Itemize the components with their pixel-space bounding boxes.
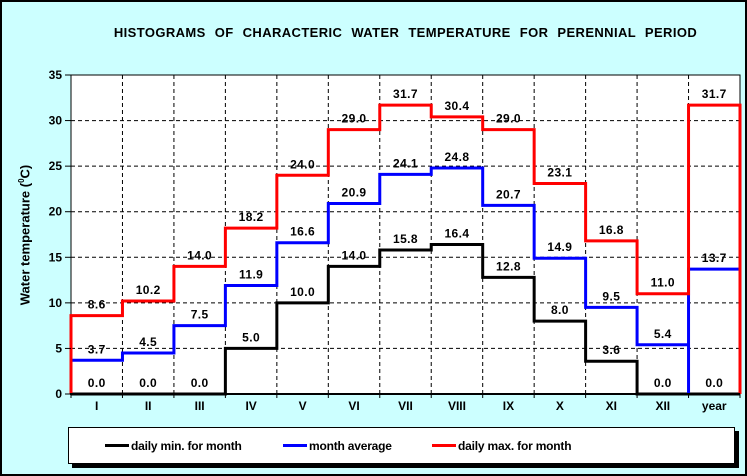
data-label-2-0: 8.6 xyxy=(88,298,106,312)
data-label-1-2: 7.5 xyxy=(191,308,209,322)
series-line-2 xyxy=(69,103,742,394)
legend-label-month-average: month average xyxy=(309,438,392,453)
legend-item-daily-max: daily max. for month xyxy=(432,428,572,463)
x-tick-label-IV: IV xyxy=(245,399,256,413)
data-label-1-0: 3.7 xyxy=(88,342,106,356)
legend-line-daily-min-icon xyxy=(105,444,129,447)
legend-line-daily-max-icon xyxy=(432,444,456,447)
data-label-0-2: 0.0 xyxy=(191,376,209,390)
data-label-0-10: 3.6 xyxy=(602,343,620,357)
legend-line-month-average-icon xyxy=(283,444,307,447)
data-label-1-8: 20.7 xyxy=(496,187,521,201)
data-label-1-5: 20.9 xyxy=(342,186,367,200)
x-tick-label-XI: XI xyxy=(606,399,617,413)
data-label-1-12: 13.7 xyxy=(702,251,727,265)
legend-label-daily-max: daily max. for month xyxy=(458,438,572,453)
data-label-0-3: 5.0 xyxy=(242,330,260,344)
x-tick-label-I: I xyxy=(95,399,98,413)
data-label-0-4: 10.0 xyxy=(290,285,315,299)
data-label-0-9: 8.0 xyxy=(551,303,569,317)
y-tick-label: 10 xyxy=(49,296,63,310)
y-tick-label: 30 xyxy=(49,114,63,128)
x-tick-label-XII: XII xyxy=(655,399,670,413)
x-tick-label-X: X xyxy=(556,399,564,413)
data-label-2-2: 14.0 xyxy=(187,248,212,262)
data-label-0-12: 0.0 xyxy=(705,376,723,390)
series-line-1 xyxy=(69,166,742,394)
x-tick-label-VIII: VIII xyxy=(448,399,466,413)
y-tick-label: 15 xyxy=(49,250,63,264)
data-label-0-8: 12.8 xyxy=(496,259,521,273)
y-tick-label: 5 xyxy=(55,341,62,355)
data-label-2-9: 23.1 xyxy=(547,165,572,179)
data-label-1-1: 4.5 xyxy=(139,335,157,349)
data-label-1-9: 14.9 xyxy=(547,240,572,254)
x-tick-label-year: year xyxy=(702,399,727,413)
data-label-1-4: 16.6 xyxy=(290,225,315,239)
data-label-0-11: 0.0 xyxy=(654,376,672,390)
data-label-1-11: 5.4 xyxy=(654,327,672,341)
legend-item-daily-min: daily min. for month xyxy=(105,428,242,463)
chart-title: HISTOGRAMS OF CHARACTERIC WATER TEMPERAT… xyxy=(113,25,698,40)
data-label-0-7: 16.4 xyxy=(444,227,469,241)
data-label-2-1: 10.2 xyxy=(136,283,161,297)
data-label-2-3: 18.2 xyxy=(239,210,264,224)
y-tick-label: 20 xyxy=(49,205,63,219)
data-label-2-6: 31.7 xyxy=(393,87,418,101)
data-label-0-6: 15.8 xyxy=(393,232,418,246)
data-label-2-8: 29.0 xyxy=(496,112,521,126)
data-label-2-11: 11.0 xyxy=(651,276,675,290)
legend-label-daily-min: daily min. for month xyxy=(131,438,242,453)
data-label-0-5: 14.0 xyxy=(342,248,367,262)
data-label-2-12: 31.7 xyxy=(702,87,727,101)
y-tick-label: 0 xyxy=(55,387,62,401)
x-tick-label-IX: IX xyxy=(503,399,514,413)
data-label-2-10: 16.8 xyxy=(599,223,624,237)
data-label-1-10: 9.5 xyxy=(602,289,620,303)
legend-box: daily min. for month month average daily… xyxy=(68,427,735,464)
x-tick-label-VI: VI xyxy=(348,399,359,413)
data-label-1-7: 24.8 xyxy=(444,150,469,164)
data-label-1-3: 11.9 xyxy=(239,268,263,282)
x-tick-label-III: III xyxy=(195,399,205,413)
data-label-2-5: 29.0 xyxy=(342,112,367,126)
data-label-2-7: 30.4 xyxy=(444,99,469,113)
legend-item-month-average: month average xyxy=(283,428,392,463)
data-label-0-1: 0.0 xyxy=(139,376,157,390)
data-label-0-0: 0.0 xyxy=(88,376,106,390)
y-tick-label: 35 xyxy=(49,68,63,82)
y-tick-label: 25 xyxy=(49,159,63,173)
x-tick-label-V: V xyxy=(299,399,307,413)
series-line-0 xyxy=(71,243,740,396)
data-label-2-4: 24.0 xyxy=(290,157,315,171)
data-label-1-6: 24.1 xyxy=(393,156,418,170)
x-tick-label-VII: VII xyxy=(398,399,413,413)
x-tick-label-II: II xyxy=(145,399,152,413)
